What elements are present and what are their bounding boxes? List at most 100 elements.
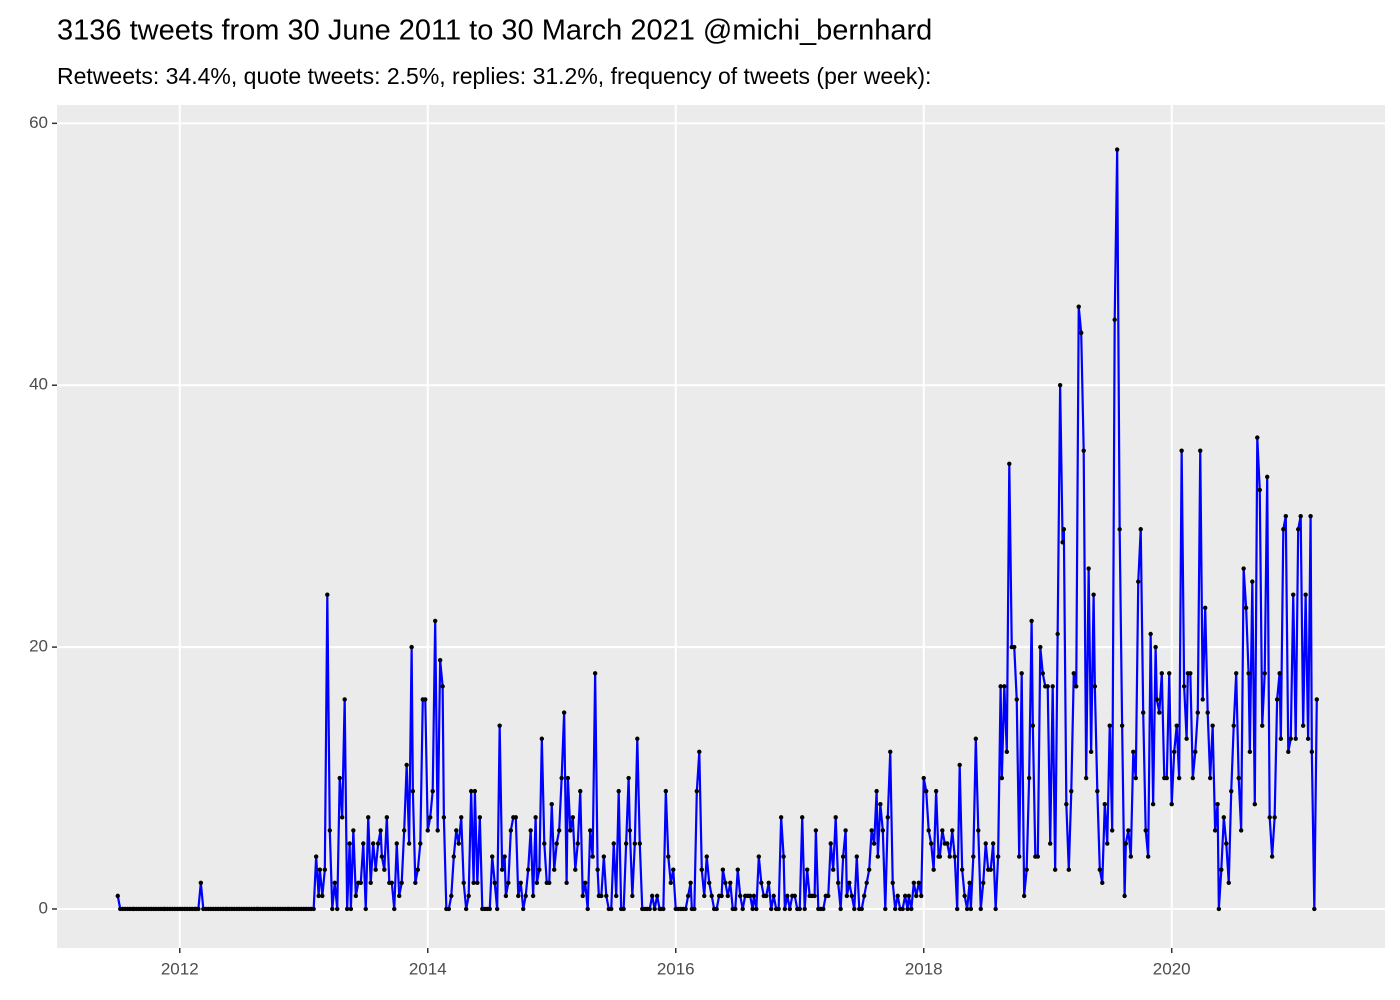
data-point xyxy=(919,893,924,899)
data-point xyxy=(573,867,578,872)
data-point xyxy=(849,893,855,899)
data-point xyxy=(311,906,316,912)
data-point xyxy=(435,828,440,833)
data-point xyxy=(766,880,771,885)
data-point xyxy=(1114,147,1120,152)
data-point xyxy=(1038,644,1043,650)
data-point xyxy=(1145,854,1151,859)
data-point xyxy=(1267,815,1272,820)
data-point xyxy=(937,854,943,859)
data-point xyxy=(449,893,454,899)
data-point xyxy=(1012,644,1017,650)
data-point xyxy=(694,788,700,794)
data-point xyxy=(552,867,557,872)
data-point xyxy=(1095,788,1100,794)
data-point xyxy=(906,893,912,899)
data-point xyxy=(1296,527,1301,532)
data-point xyxy=(1017,854,1022,859)
data-point xyxy=(404,762,409,768)
data-point xyxy=(1236,775,1241,781)
data-point xyxy=(1216,906,1222,912)
data-point xyxy=(895,893,900,899)
data-point xyxy=(1061,527,1067,532)
data-point xyxy=(394,841,399,846)
data-point xyxy=(570,815,576,820)
data-point xyxy=(1159,671,1165,676)
data-point xyxy=(503,893,509,899)
y-tick-label: 40 xyxy=(29,375,48,394)
data-point xyxy=(988,867,993,872)
data-point xyxy=(852,906,857,912)
data-point xyxy=(1002,684,1007,689)
data-point xyxy=(952,854,957,859)
data-point xyxy=(957,762,962,768)
data-point xyxy=(1126,828,1131,833)
data-point xyxy=(740,906,745,912)
data-point xyxy=(432,618,438,624)
data-point xyxy=(409,644,414,650)
data-point xyxy=(384,815,390,820)
data-point xyxy=(1221,815,1227,820)
data-point xyxy=(1286,749,1291,755)
data-point xyxy=(401,828,407,833)
data-point xyxy=(382,867,387,872)
data-point xyxy=(1097,867,1103,872)
data-point xyxy=(397,893,402,899)
data-point xyxy=(428,815,433,820)
data-point xyxy=(492,880,497,885)
data-point xyxy=(652,906,657,912)
data-point xyxy=(738,893,743,899)
data-point xyxy=(1050,684,1055,689)
data-point xyxy=(630,893,635,899)
data-point xyxy=(983,841,988,846)
data-point xyxy=(838,906,843,912)
data-point xyxy=(115,893,120,899)
data-point xyxy=(413,880,418,885)
data-point xyxy=(330,906,335,912)
data-point xyxy=(626,775,631,781)
data-point xyxy=(995,854,1001,859)
data-point xyxy=(1007,461,1012,466)
data-point xyxy=(924,788,929,794)
data-point xyxy=(993,906,998,912)
data-point xyxy=(1278,736,1284,741)
data-point xyxy=(719,893,724,899)
data-point xyxy=(399,880,404,885)
data-point xyxy=(1193,749,1198,755)
data-point xyxy=(869,828,874,833)
data-point xyxy=(1174,723,1179,728)
data-point xyxy=(704,854,709,859)
data-point xyxy=(313,854,319,859)
data-point xyxy=(406,841,412,846)
data-point xyxy=(1029,618,1034,624)
data-point xyxy=(967,880,972,885)
data-point xyxy=(964,906,970,912)
data-point xyxy=(831,867,836,872)
data-point xyxy=(797,906,802,912)
data-point xyxy=(1226,880,1231,885)
data-point xyxy=(1300,723,1306,728)
data-point xyxy=(361,841,366,846)
data-point xyxy=(840,854,846,859)
data-point xyxy=(826,893,831,899)
data-point xyxy=(1014,697,1019,702)
data-point xyxy=(1212,828,1218,833)
chart-subtitle: Retweets: 34.4%, quote tweets: 2.5%, rep… xyxy=(57,63,931,89)
data-point xyxy=(1247,749,1253,755)
data-point xyxy=(440,684,445,689)
data-point xyxy=(1303,592,1308,597)
data-point xyxy=(878,802,883,807)
data-point xyxy=(747,893,753,899)
data-point xyxy=(1057,383,1063,388)
data-point xyxy=(463,906,469,912)
data-point xyxy=(1110,828,1115,833)
data-point xyxy=(1102,802,1107,807)
data-point xyxy=(425,828,430,833)
data-point xyxy=(1203,605,1208,611)
data-point xyxy=(1210,723,1215,728)
data-point xyxy=(322,867,328,872)
data-point xyxy=(317,867,323,872)
data-point xyxy=(471,880,476,885)
data-point xyxy=(451,854,456,859)
